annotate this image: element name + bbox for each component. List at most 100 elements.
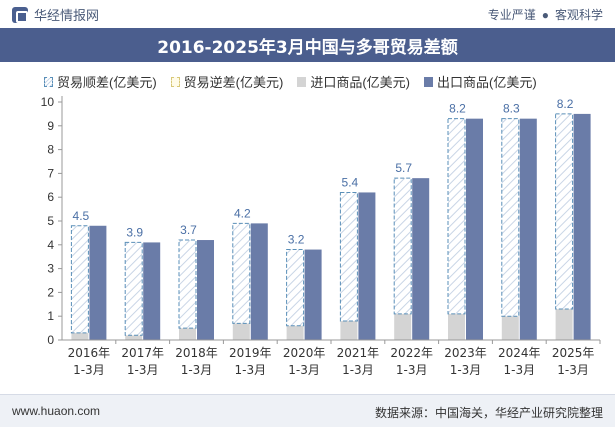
import-bar — [394, 313, 412, 340]
legend-swatch-export — [424, 76, 434, 87]
bar-chart: 0 1 2 3 4 5 6 7 8 9 10 4.5 3.9 3.7 4.2 3.2 5.4 5.7 8.2 8.3… — [41, 95, 601, 377]
surplus-data-label: 3.7 — [180, 223, 197, 237]
footer-website[interactable]: www.huaon.com — [12, 404, 101, 418]
x-tick-label: 2018年 — [175, 346, 218, 360]
x-axis: 2016年 1-3月 2017年 1-3月 2018年 1-3月 2019年 1-3月 2020… — [62, 339, 601, 377]
y-axis: 0 1 2 3 4 5 6 7 8 9 10 — [41, 95, 63, 347]
x-tick-label: 2020年 — [283, 346, 326, 360]
x-tick-label: 2019年 — [229, 346, 272, 360]
x-tick-label: 2021年 — [337, 346, 380, 360]
legend-swatch-deficit — [170, 76, 180, 87]
y-tick-label: 10 — [41, 95, 55, 109]
x-tick-label: 1-3月 — [557, 363, 589, 377]
legend-item-import: 进口商品(亿美元) — [297, 72, 410, 91]
surplus-data-label: 8.2 — [449, 102, 466, 116]
import-bar — [340, 320, 358, 340]
brand-name: 华经情报网 — [34, 8, 100, 23]
legend-label-deficit: 贸易逆差(亿美元) — [183, 75, 284, 90]
footer-source: 数据来源：中国海关，华经产业研究院整理 — [374, 406, 603, 420]
legend-swatch-surplus — [44, 76, 53, 87]
surplus-bar — [339, 191, 358, 322]
x-tick-label: 1-3月 — [181, 363, 213, 377]
export-bar — [358, 192, 376, 340]
y-tick-label: 7 — [47, 166, 54, 180]
legend-label-surplus: 贸易顺差(亿美元) — [57, 75, 157, 90]
surplus-bar — [232, 222, 251, 324]
export-bar — [466, 118, 483, 340]
import-bar — [448, 313, 465, 340]
x-tick-label: 2016年 — [68, 346, 111, 360]
slogan-1: 专业严谨 — [487, 8, 536, 22]
x-tick-label: 1-3月 — [342, 363, 374, 377]
title-bar: 2016-2025年3月中国与多哥贸易差额 — [0, 28, 615, 62]
import-bar — [286, 325, 304, 340]
x-tick-label: 1-3月 — [450, 363, 482, 377]
import-bar — [179, 328, 196, 340]
export-bar — [304, 249, 322, 340]
surplus-data-label: 5.4 — [342, 175, 359, 189]
legend-item-deficit: 贸易逆差(亿美元) — [170, 72, 284, 91]
export-bar — [143, 242, 161, 340]
brand: 华经情报网 — [12, 5, 99, 24]
y-tick-label: 3 — [47, 262, 54, 276]
surplus-bar — [286, 249, 305, 327]
x-tick-label: 1-3月 — [234, 363, 266, 377]
surplus-data-label: 3.2 — [288, 233, 305, 247]
y-tick-label: 2 — [47, 285, 54, 299]
surplus-bar — [393, 177, 412, 315]
legend-swatch-import — [297, 76, 307, 87]
legend-item-surplus: 贸易顺差(亿美元) — [44, 72, 157, 91]
export-bar — [197, 240, 214, 340]
legend-label-import: 进口商品(亿美元) — [310, 75, 411, 90]
y-tick-label: 9 — [47, 119, 54, 133]
chart-title: 2016-2025年3月中国与多哥贸易差额 — [157, 37, 458, 58]
x-tick-label: 2017年 — [121, 346, 164, 360]
brand-logo-icon — [12, 6, 28, 23]
x-tick-label: 1-3月 — [503, 363, 535, 377]
export-bar — [519, 118, 537, 340]
x-tick-label: 1-3月 — [288, 363, 320, 377]
surplus-data-label: 8.3 — [503, 102, 520, 116]
y-tick-label: 0 — [47, 333, 54, 347]
x-tick-label: 1-3月 — [73, 363, 105, 377]
surplus-bar — [70, 225, 89, 334]
surplus-bar — [501, 118, 520, 317]
x-tick-label: 1-3月 — [127, 363, 159, 377]
export-bar — [250, 223, 268, 340]
bars: 4.5 3.9 3.7 4.2 3.2 5.4 5.7 8.2 8.3 8.2 — [70, 97, 591, 341]
import-bar — [125, 335, 143, 340]
legend: 贸易顺差(亿美元) 贸易逆差(亿美元) 进口商品(亿美元) 出口商品(亿美元) — [44, 72, 537, 91]
y-tick-label: 6 — [47, 190, 54, 204]
export-bar — [573, 113, 591, 341]
surplus-data-label: 3.9 — [126, 225, 143, 239]
y-tick-label: 4 — [47, 238, 54, 252]
x-tick-label: 2023年 — [444, 346, 487, 360]
x-tick-label: 1-3月 — [396, 363, 428, 377]
surplus-bar — [555, 113, 574, 310]
surplus-data-label: 4.5 — [73, 209, 90, 223]
slogan-2: 客观科学 — [554, 8, 603, 22]
import-bar — [555, 309, 573, 340]
import-bar — [501, 316, 519, 340]
surplus-data-label: 4.2 — [234, 206, 251, 220]
surplus-bar — [178, 239, 197, 329]
y-tick-label: 1 — [47, 309, 54, 323]
surplus-bar — [124, 241, 143, 336]
legend-label-export: 出口商品(亿美元) — [437, 75, 537, 90]
y-tick-label: 8 — [47, 143, 54, 157]
import-bar — [232, 323, 250, 340]
surplus-data-label: 5.7 — [395, 161, 412, 175]
x-tick-label: 2024年 — [498, 346, 541, 360]
slogan: 专业严谨 ● 客观科学 — [488, 6, 603, 23]
surplus-bar — [447, 118, 466, 315]
surplus-data-label: 8.2 — [557, 97, 574, 111]
export-bar — [412, 178, 430, 340]
x-tick-label: 2025年 — [552, 346, 595, 360]
export-bar — [89, 225, 107, 340]
import-bar — [71, 332, 89, 340]
slogan-separator: ● — [541, 8, 549, 22]
x-tick-label: 2022年 — [390, 346, 433, 360]
top-bar: 华经情报网 专业严谨 ● 客观科学 — [0, 0, 615, 28]
legend-item-export: 出口商品(亿美元) — [424, 72, 537, 91]
y-tick-label: 5 — [47, 214, 54, 228]
